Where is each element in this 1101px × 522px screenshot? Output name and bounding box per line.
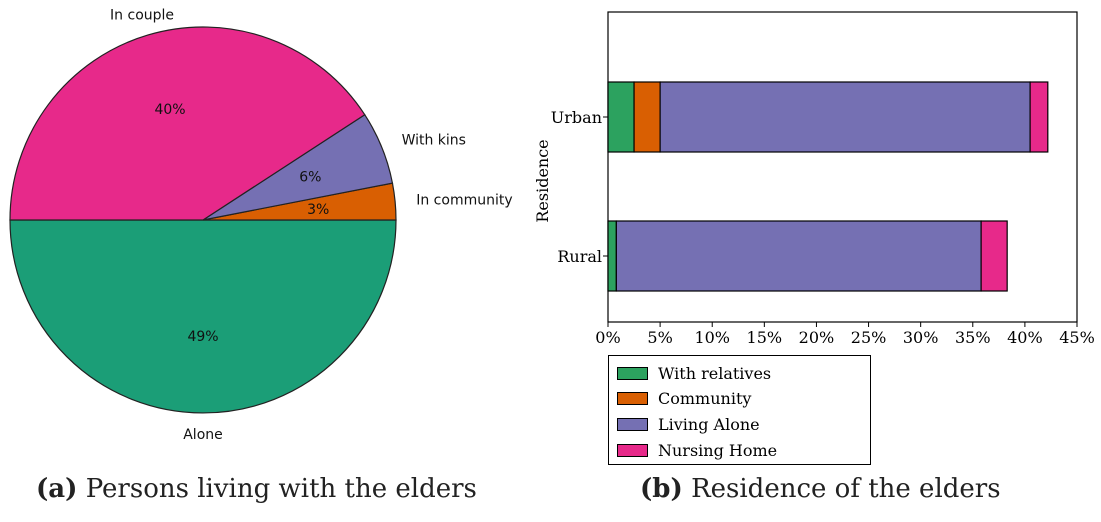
legend-item-living-alone: Living Alone: [617, 412, 760, 436]
plot-frame: [607, 11, 1078, 323]
x-tick-label: 45%: [1059, 328, 1095, 347]
x-tick-label: 20%: [799, 328, 835, 347]
x-tick-label: 35%: [955, 328, 991, 347]
x-tick-label: 0%: [595, 328, 620, 347]
caption-b: (b) Residence of the elders: [640, 474, 1001, 504]
legend-item-with-relatives: With relatives: [617, 361, 771, 385]
legend-swatch-community: [617, 391, 648, 405]
legend-label: Living Alone: [658, 414, 760, 434]
bar-segment-urban-living-alone: [659, 81, 1031, 153]
pie-slice-label: With kins: [402, 133, 466, 149]
bar-segment-urban-community: [633, 81, 661, 153]
x-tick-label: 5%: [647, 328, 672, 347]
legend-swatch-living-alone: [617, 417, 648, 431]
y-tick-label: Rural: [557, 247, 602, 266]
pie-percent-label: 40%: [154, 102, 185, 118]
x-tick-label: 15%: [747, 328, 783, 347]
bar-segment-rural-with-relatives: [607, 220, 617, 292]
pie-percent-label: 49%: [187, 329, 218, 345]
legend-label: Nursing Home: [658, 440, 778, 460]
x-tick-label: 40%: [1007, 328, 1043, 347]
pie-slice-in-couple: [9, 26, 366, 221]
caption-a: (a) Persons living with the elders: [36, 474, 477, 504]
caption-tag: (b): [640, 474, 683, 504]
pie-slice-label: In community: [416, 192, 512, 208]
legend: With relatives Community Living Alone Nu…: [608, 355, 871, 465]
bar-segment-rural-living-alone: [615, 220, 982, 292]
legend-swatch-with-relatives: [617, 366, 648, 380]
pie-percent-label: 6%: [299, 170, 321, 186]
legend-label: Community: [658, 388, 752, 408]
caption-tag: (a): [36, 474, 78, 504]
pie-percent-label: 3%: [307, 202, 329, 218]
y-tick-label: Urban: [551, 108, 602, 127]
legend-item-nursing-home: Nursing Home: [617, 438, 777, 462]
legend-label: With relatives: [658, 363, 772, 383]
bar-segment-rural-nursing-home: [980, 220, 1008, 292]
caption-text: Residence of the elders: [691, 474, 1001, 504]
x-tick-label: 25%: [851, 328, 887, 347]
x-tick-label: 10%: [694, 328, 730, 347]
caption-text: Persons living with the elders: [85, 474, 477, 504]
x-tick-label: 30%: [903, 328, 939, 347]
pie-slice-label: In couple: [110, 8, 174, 24]
bar-segment-urban-with-relatives: [607, 81, 635, 153]
pie-slice-alone: [9, 219, 397, 414]
legend-swatch-nursing-home: [617, 443, 648, 457]
y-axis-label: Residence: [533, 139, 552, 222]
legend-item-community: Community: [617, 386, 751, 410]
bar-segment-urban-nursing-home: [1029, 81, 1049, 153]
pie-slice-label: Alone: [183, 427, 223, 443]
